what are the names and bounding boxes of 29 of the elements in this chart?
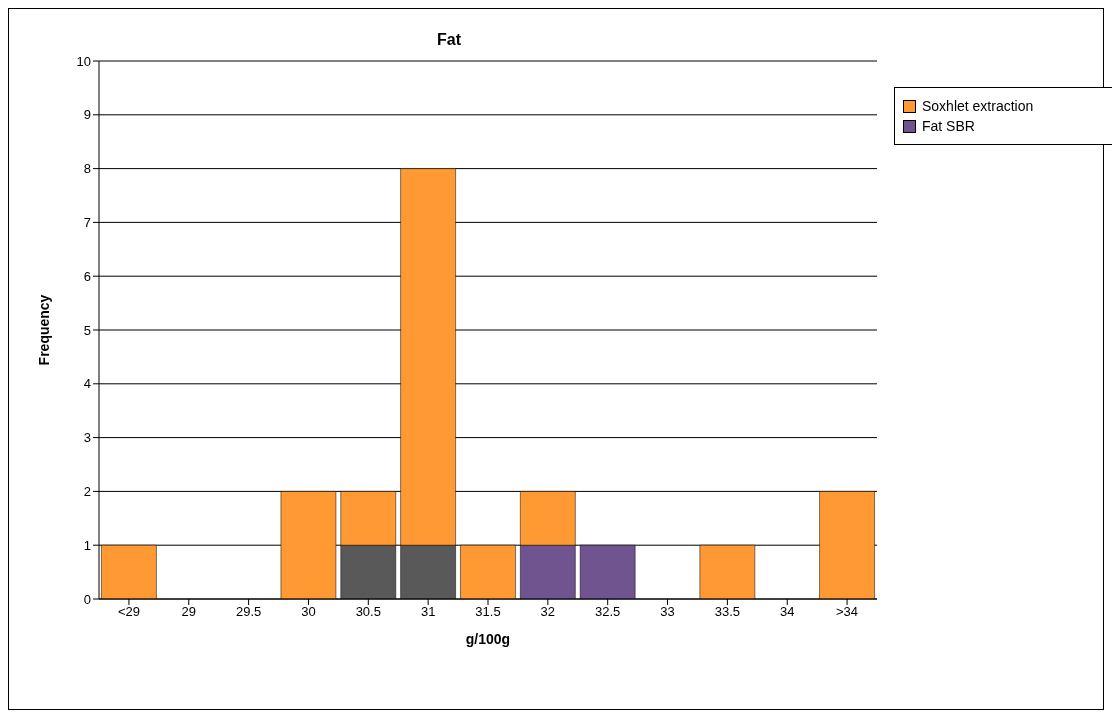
x-tick-label: 31.5 [475,604,501,620]
legend-label: Fat SBR [922,118,975,134]
y-tick-label: 1 [83,537,91,553]
y-tick-label: 3 [83,430,91,446]
y-tick-label: 5 [83,322,91,338]
y-tick-label: 10 [76,53,91,69]
y-tick-label: 9 [83,107,91,123]
chart-title: Fat [436,31,462,49]
x-tick-label: 29 [181,604,196,620]
x-tick-label: 34 [780,604,795,620]
x-tick-label: 29.5 [235,604,262,620]
y-tick-label: 0 [83,591,91,607]
y-tick-label: 2 [83,484,91,500]
y-tick-label: 6 [83,268,91,284]
x-tick-label: >34 [836,604,859,620]
y-tick-label: 7 [83,215,91,231]
x-tick-label: 33 [660,604,675,620]
x-tick-label: 32.5 [595,604,621,620]
x-tick-label: 32 [540,604,556,620]
legend-label: Soxhlet extraction [922,98,1034,114]
x-tick-label: <29 [117,604,140,620]
x-tick-label: 30.5 [355,604,381,620]
y-axis-title: Frequency [35,294,52,366]
x-tick-label: 33.5 [714,604,741,620]
x-axis-title: g/100g [465,631,511,647]
x-tick-label: 30 [301,604,316,620]
y-tick-label: 8 [83,161,91,177]
x-tick-label: 31 [420,604,436,620]
y-tick-label: 4 [83,376,91,392]
